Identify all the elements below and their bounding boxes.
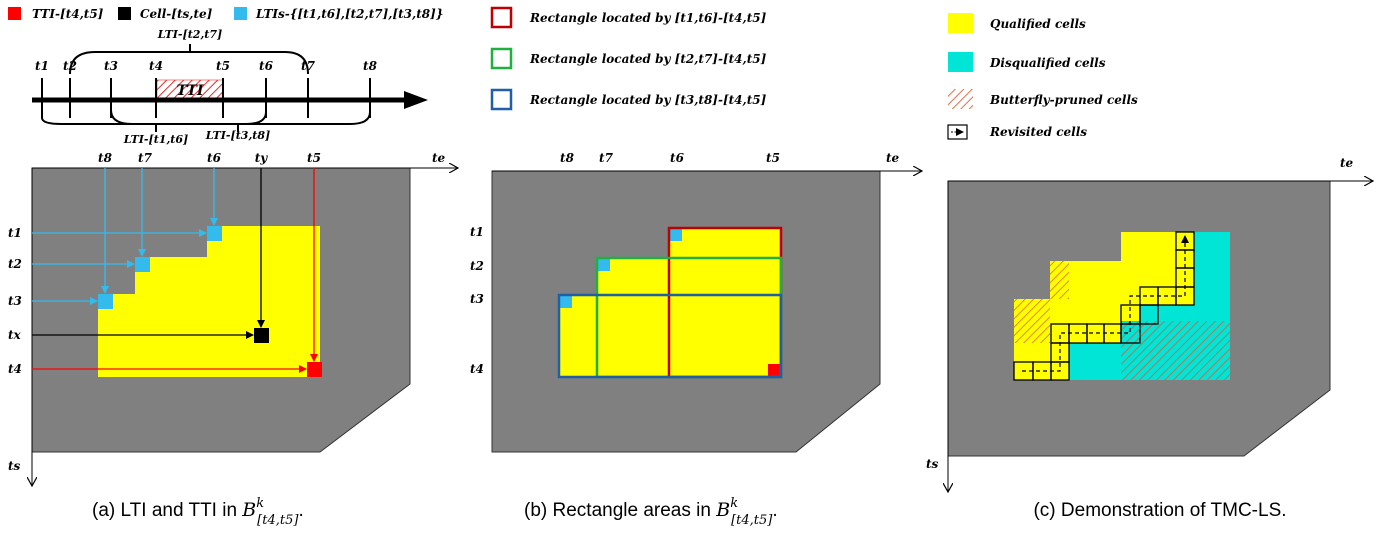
- tick-label: t5: [216, 59, 230, 73]
- tick-label: t8: [363, 59, 378, 73]
- legend-c: Qualified cells Disqualified cells Butte…: [947, 13, 1138, 140]
- panel-c-caption: (c) Demonstration of TMC-LS.: [1033, 500, 1286, 521]
- panel-b-te-label: te: [886, 151, 900, 165]
- panel-b: te t8 t7 t6 t5 t1 t2 t3 t4 (b) Rectangle…: [470, 151, 922, 528]
- legend-qualified-swatch: [948, 13, 973, 33]
- panel-b-caption: (b) Rectangle areas in Bk [t4,t5].: [524, 496, 778, 528]
- tick-label: t3: [104, 59, 118, 73]
- legend-tti-swatch: [8, 7, 21, 20]
- timeline-ticks: [41, 78, 371, 118]
- pruned-area-yellow: [1014, 299, 1050, 343]
- timeline-tick-labels: t1 t2 t3 t4 t5 t6 t7 t8: [35, 59, 378, 73]
- timeline-arrowhead: [404, 91, 428, 109]
- panel-a-ts-label: ts: [8, 459, 21, 473]
- legend-lti-label: LTIs-{[t1,t6],[t2,t7],[t3,t8]}: [255, 7, 443, 21]
- legend-green-rect: [490, 47, 513, 70]
- panel-a-caption: (a) LTI and TTI in Bk [t4,t5].: [92, 496, 304, 528]
- legend-blue-label: Rectangle located by [t3,t8]-[t4,t5]: [529, 93, 767, 107]
- panel-a-col-label: t8: [98, 151, 113, 165]
- legend-revisited-swatch: [947, 124, 968, 140]
- tti-label: TTI: [177, 83, 204, 99]
- panel-a-row-label: tx: [8, 328, 22, 342]
- panel-a-row-label: t4: [8, 362, 22, 376]
- tick-label: t1: [35, 59, 49, 73]
- panel-a-col-label: ty: [255, 151, 269, 165]
- tti-cell-t4-t5: [307, 362, 322, 377]
- tick-label: t7: [301, 59, 316, 73]
- panel-b-col-label: t8: [560, 151, 575, 165]
- lti-bottom-right-brace: [110, 109, 371, 125]
- tick-label: t4: [149, 59, 163, 73]
- lti-bottom-right-label: LTI-[t3,t8]: [205, 129, 270, 142]
- lti-cell-t1-t6: [207, 226, 222, 241]
- tti-arrows: [32, 168, 318, 373]
- tick-label: t6: [259, 59, 274, 73]
- legend-disqualified-label: Disqualified cells: [989, 56, 1106, 70]
- revisit-path: [1022, 235, 1189, 372]
- panel-b-row-label: t1: [470, 225, 484, 239]
- legend-cell-label: Cell-[ts,te]: [140, 7, 213, 21]
- legend-b: Rectangle located by [t1,t6]-[t4,t5] Rec…: [490, 6, 767, 111]
- legend-a: TTI-[t4,t5] Cell-[ts,te] LTIs-{[t1,t6],[…: [8, 7, 443, 21]
- cell-arrows: [32, 168, 265, 339]
- legend-qualified-label: Qualified cells: [990, 17, 1086, 31]
- rect-t3-t8: [557, 293, 783, 379]
- legend-pruned-swatch: [948, 89, 973, 109]
- panel-b-row-label: t2: [470, 259, 484, 273]
- pruned-area-yellow: [1050, 261, 1069, 299]
- panel-c-te-label: te: [1340, 156, 1354, 170]
- panel-a-row-label: t2: [8, 257, 22, 271]
- panel-a-te-label: te: [432, 151, 446, 165]
- lti-bottom-left-label: LTI-[t1,t6]: [123, 133, 188, 146]
- legend-green-label: Rectangle located by [t2,t7]-[t4,t5]: [529, 52, 767, 66]
- legend-disqualified-swatch: [948, 52, 973, 72]
- tick-label: t2: [63, 59, 77, 73]
- lti-top-label: LTI-[t2,t7]: [157, 28, 222, 41]
- panel-a-col-label: t7: [138, 151, 153, 165]
- cell-tx-ty: [254, 328, 269, 343]
- legend-cell-swatch: [118, 7, 131, 20]
- panel-b-row-label: t4: [470, 362, 484, 376]
- legend-lti-swatch: [234, 7, 247, 20]
- panel-b-row-label: t3: [470, 292, 484, 306]
- pruned-area-cyan: [1121, 321, 1230, 380]
- legend-pruned-label: Butterfly-pruned cells: [989, 93, 1138, 107]
- lti-arrows: [32, 168, 218, 305]
- legend-tti-label: TTI-[t4,t5]: [32, 7, 104, 21]
- legend-red-label: Rectangle located by [t1,t6]-[t4,t5]: [529, 11, 767, 25]
- panel-b-col-label: t5: [766, 151, 780, 165]
- panel-b-col-label: t7: [599, 151, 614, 165]
- legend-blue-rect: [490, 88, 513, 111]
- panel-a: te ts t8 t7 t6: [8, 151, 458, 528]
- legend-revisited-label: Revisited cells: [989, 125, 1087, 139]
- panel-b-col-label: t6: [670, 151, 685, 165]
- lti-cell-t2-t7: [135, 257, 150, 272]
- panel-a-row-label: t3: [8, 294, 22, 308]
- panel-c-ts-label: ts: [926, 457, 939, 471]
- panel-a-col-label: t6: [207, 151, 222, 165]
- panel-c: te ts: [926, 156, 1373, 521]
- panel-a-col-label: t5: [307, 151, 321, 165]
- lti-bottom-left-brace: [41, 111, 267, 125]
- timeline: LTI-[t2,t7] TTI t1 t2 t3 t4 t5 t6 t7 t8: [32, 28, 428, 146]
- legend-red-rect: [490, 6, 513, 29]
- lti-cell-t3-t8: [98, 294, 113, 309]
- panel-a-row-label: t1: [8, 226, 22, 240]
